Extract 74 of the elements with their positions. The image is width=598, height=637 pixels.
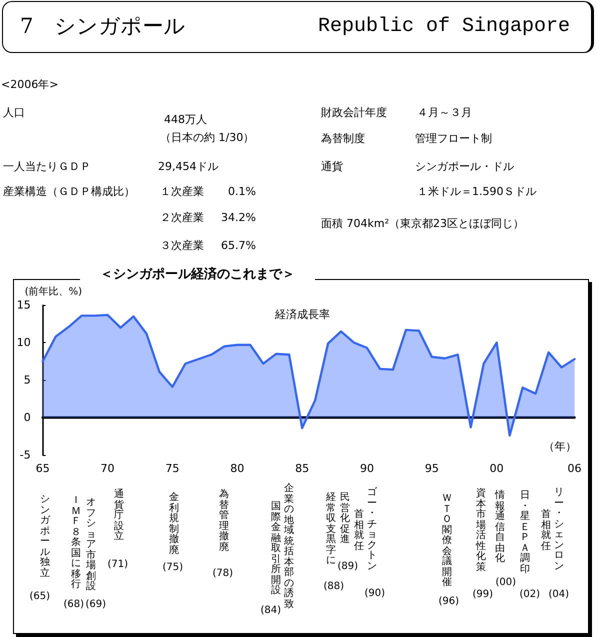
- x-tick-label: 70: [100, 462, 115, 475]
- x-axis-title: （年）: [544, 440, 576, 453]
- text: １米ドル＝1.590Ｓドル: [417, 185, 536, 198]
- y-tick-label: 10: [16, 336, 31, 350]
- text: (89): [338, 561, 358, 573]
- text: 金利規制撤廃: [168, 492, 180, 556]
- y-tick-label: 5: [24, 374, 31, 387]
- x-tick-label: 95: [424, 462, 439, 475]
- text: 0.1%: [228, 185, 256, 198]
- text: 通貨庁設立: [113, 489, 125, 542]
- text: 29,454ドル: [158, 160, 218, 173]
- text: 為替管理撤廃: [218, 489, 230, 553]
- text: 34.2%: [221, 211, 256, 224]
- text: ゴー・チョクトン: [366, 487, 378, 572]
- y-tick-label: 15: [16, 298, 31, 312]
- text: (84): [260, 605, 282, 617]
- text: Republic of Singapore: [318, 14, 570, 40]
- x-tick-label: 75: [165, 462, 180, 475]
- text: 管理フロート制: [415, 132, 492, 145]
- text: 為替制度: [321, 132, 365, 145]
- text: (96): [438, 596, 460, 608]
- text: 国際金融取引所開設: [271, 501, 281, 596]
- text: 民営化促進: [339, 492, 351, 546]
- text: シンガポール・ドル: [415, 160, 514, 173]
- text: (69): [86, 599, 106, 611]
- text: 人口: [3, 106, 25, 119]
- text: ＩＭＦ８条国に移行: [71, 495, 81, 590]
- text: 情報通信自由化: [494, 490, 506, 564]
- text: (88): [324, 581, 344, 593]
- text: (04): [548, 589, 570, 601]
- x-tick-label: 90: [360, 462, 374, 475]
- text: <2006年>: [1, 78, 58, 91]
- y-tick-label: -5: [20, 448, 31, 462]
- text: (75): [162, 562, 184, 574]
- text: (02): [520, 589, 540, 601]
- y-axis-title: (前年比、%): [24, 286, 82, 298]
- x-tick-label: 80: [230, 462, 244, 475]
- text: ３次産業: [160, 239, 204, 252]
- text: (99): [472, 589, 494, 601]
- text: 448万人: [164, 113, 207, 126]
- x-tick-label: 65: [36, 462, 50, 475]
- text: ２次産業: [160, 211, 204, 224]
- y-tick-label: 0: [24, 411, 31, 424]
- text: (71): [108, 559, 128, 571]
- text: (65): [30, 591, 50, 603]
- text: ＷＴＯ閣僚会議開催: [442, 493, 452, 588]
- text: リー・シェンロン: [553, 487, 565, 572]
- text: 65.7%: [221, 239, 256, 252]
- text: 首相就任: [540, 509, 552, 552]
- text: 経常収支黒字に: [325, 492, 337, 566]
- text: ４月～３月: [417, 106, 472, 119]
- text: （日本の約 1/30）: [160, 131, 254, 144]
- text: 首相就任: [353, 509, 365, 552]
- text: 企業の地域統括本部の誘致: [284, 483, 294, 610]
- text: 一人当たりＧＤＰ: [3, 160, 91, 173]
- text: (90): [364, 588, 386, 600]
- x-tick-label: 06: [568, 462, 582, 475]
- text: 7 シンガポール: [20, 13, 186, 39]
- text: (78): [212, 568, 234, 580]
- x-tick-label: 85: [295, 462, 310, 475]
- text: １次産業: [160, 185, 204, 198]
- text: 産業構造（ＧＤＰ構成比）: [3, 185, 135, 198]
- text: シンガポール独立: [39, 494, 51, 579]
- text: 通貨: [321, 160, 343, 173]
- text: 財政会計年度: [321, 106, 387, 119]
- x-tick-label: 00: [490, 462, 504, 475]
- series-label: 経済成長率: [274, 308, 330, 321]
- text: オフショア市場創設: [86, 497, 96, 592]
- text: (00): [496, 577, 516, 589]
- text: (68): [64, 599, 84, 611]
- text: 資本市場活性化策: [475, 488, 487, 573]
- text: 面積 704km²（東京都23区とほぼ同じ）: [321, 217, 524, 230]
- chart-title: ＜シンガポール経済のこれまで＞: [100, 266, 295, 282]
- text: 日・星ＥＰＡ調印: [519, 490, 531, 575]
